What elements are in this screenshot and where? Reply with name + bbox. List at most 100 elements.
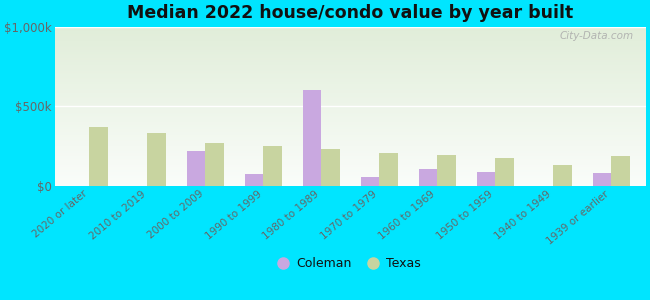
- Bar: [55, 106, 646, 108]
- Bar: [55, 89, 646, 90]
- Bar: [55, 151, 646, 152]
- Bar: [55, 92, 646, 94]
- Bar: [55, 84, 646, 86]
- Legend: Coleman, Texas: Coleman, Texas: [274, 253, 426, 275]
- Bar: [55, 157, 646, 159]
- Bar: [55, 41, 646, 42]
- Bar: [55, 68, 646, 70]
- Bar: [55, 176, 646, 178]
- Bar: [55, 94, 646, 95]
- Bar: [55, 167, 646, 169]
- Bar: [55, 154, 646, 156]
- Bar: [55, 180, 646, 181]
- Bar: [55, 31, 646, 33]
- Bar: [419, 169, 437, 186]
- Bar: [55, 125, 646, 127]
- Bar: [55, 87, 646, 89]
- Bar: [55, 143, 646, 145]
- Bar: [55, 95, 646, 97]
- Bar: [55, 114, 646, 116]
- Bar: [55, 159, 646, 160]
- Bar: [55, 47, 646, 49]
- Bar: [55, 140, 646, 141]
- Bar: [55, 146, 646, 148]
- Bar: [55, 129, 646, 130]
- Bar: [55, 111, 646, 112]
- Bar: [55, 90, 646, 92]
- Bar: [55, 26, 646, 28]
- Bar: [55, 100, 646, 101]
- Bar: [593, 173, 611, 186]
- Bar: [55, 30, 646, 31]
- Bar: [55, 162, 646, 164]
- Bar: [187, 151, 205, 186]
- Bar: [55, 172, 646, 173]
- Bar: [55, 183, 646, 184]
- Bar: [148, 134, 166, 186]
- Bar: [55, 127, 646, 129]
- Bar: [55, 175, 646, 176]
- Bar: [55, 79, 646, 81]
- Bar: [495, 158, 514, 186]
- Bar: [55, 65, 646, 66]
- Bar: [55, 52, 646, 54]
- Bar: [55, 178, 646, 180]
- Bar: [55, 82, 646, 84]
- Bar: [55, 76, 646, 77]
- Bar: [55, 103, 646, 105]
- Bar: [55, 156, 646, 157]
- Bar: [55, 66, 646, 68]
- Bar: [55, 81, 646, 82]
- Title: Median 2022 house/condo value by year built: Median 2022 house/condo value by year bu…: [127, 4, 573, 22]
- Bar: [55, 181, 646, 183]
- Bar: [55, 165, 646, 167]
- Bar: [55, 42, 646, 44]
- Bar: [55, 122, 646, 124]
- Bar: [55, 145, 646, 146]
- Bar: [55, 160, 646, 162]
- Bar: [55, 135, 646, 136]
- Bar: [55, 132, 646, 134]
- Bar: [55, 57, 646, 59]
- Bar: [55, 119, 646, 121]
- Bar: [55, 169, 646, 170]
- Bar: [55, 101, 646, 103]
- Bar: [55, 71, 646, 73]
- Bar: [55, 148, 646, 149]
- Bar: [611, 157, 630, 186]
- Bar: [303, 90, 321, 186]
- Bar: [55, 138, 646, 140]
- Bar: [55, 77, 646, 79]
- Bar: [553, 165, 571, 186]
- Bar: [205, 143, 224, 186]
- Bar: [55, 112, 646, 114]
- Bar: [55, 152, 646, 154]
- Bar: [245, 174, 263, 186]
- Bar: [55, 184, 646, 186]
- Bar: [55, 39, 646, 41]
- Bar: [55, 33, 646, 34]
- Bar: [263, 146, 282, 186]
- Bar: [55, 141, 646, 143]
- Bar: [55, 164, 646, 165]
- Bar: [55, 98, 646, 100]
- Bar: [361, 177, 379, 186]
- Bar: [55, 136, 646, 138]
- Bar: [55, 28, 646, 30]
- Text: City-Data.com: City-Data.com: [560, 31, 634, 41]
- Bar: [55, 55, 646, 57]
- Bar: [55, 63, 646, 65]
- Bar: [55, 36, 646, 38]
- Bar: [55, 105, 646, 106]
- Bar: [55, 134, 646, 135]
- Bar: [55, 170, 646, 172]
- Bar: [379, 153, 398, 186]
- Bar: [55, 85, 646, 87]
- Bar: [55, 124, 646, 125]
- Bar: [55, 61, 646, 63]
- Bar: [55, 149, 646, 151]
- Bar: [437, 155, 456, 186]
- Bar: [55, 97, 646, 98]
- Bar: [55, 121, 646, 122]
- Bar: [55, 116, 646, 117]
